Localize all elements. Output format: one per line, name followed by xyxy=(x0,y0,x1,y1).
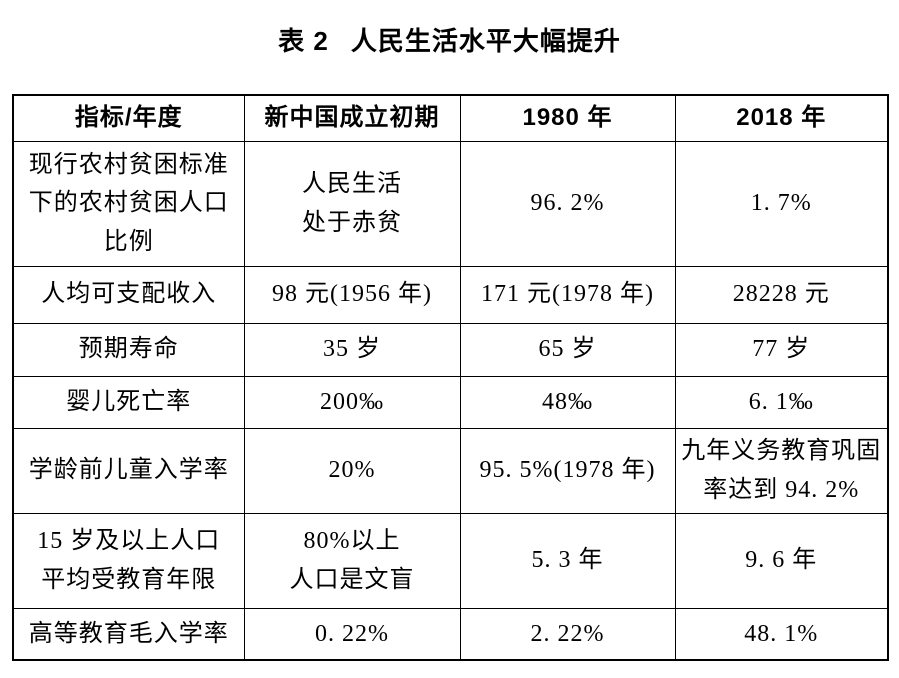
table-header-row: 指标/年度 新中国成立初期 1980 年 2018 年 xyxy=(12,94,889,142)
table-cell: 人均可支配收入 xyxy=(12,265,245,324)
table-cell: 学龄前儿童入学率 xyxy=(12,427,245,514)
header-cell-1980: 1980 年 xyxy=(459,94,676,142)
table-cell: 98 元(1956 年) xyxy=(243,265,461,324)
header-cell-2018: 2018 年 xyxy=(674,94,889,142)
table-row: 人均可支配收入 98 元(1956 年) 171 元(1978 年) 28228… xyxy=(12,265,889,324)
table-cell: 婴儿死亡率 xyxy=(12,375,245,429)
table-cell: 九年义务教育巩固 率达到 94. 2% xyxy=(674,427,889,514)
table-cell: 77 岁 xyxy=(674,322,889,377)
table-row: 预期寿命 35 岁 65 岁 77 岁 xyxy=(12,322,889,377)
table-row: 婴儿死亡率 200‰ 48‰ 6. 1‰ xyxy=(12,375,889,429)
table-row: 15 岁及以上人口 平均受教育年限 80%以上 人口是文盲 5. 3 年 9. … xyxy=(12,512,889,609)
table-cell: 28228 元 xyxy=(674,265,889,324)
header-cell-indicator: 指标/年度 xyxy=(12,94,245,142)
table-cell: 6. 1‰ xyxy=(674,375,889,429)
table-body: 现行农村贫困标准 下的农村贫困人口 比例 人民生活 处于赤贫 96. 2% 1.… xyxy=(12,140,889,661)
table-cell: 80%以上 人口是文盲 xyxy=(243,512,461,609)
table-title: 表 2 人民生活水平大幅提升 xyxy=(0,26,899,56)
table-cell: 171 元(1978 年) xyxy=(459,265,676,324)
table-cell: 15 岁及以上人口 平均受教育年限 xyxy=(12,512,245,609)
table-cell: 48‰ xyxy=(459,375,676,429)
table-cell: 0. 22% xyxy=(243,607,461,661)
table-cell: 95. 5%(1978 年) xyxy=(459,427,676,514)
table-cell: 5. 3 年 xyxy=(459,512,676,609)
table-cell: 高等教育毛入学率 xyxy=(12,607,245,661)
table-row: 现行农村贫困标准 下的农村贫困人口 比例 人民生活 处于赤贫 96. 2% 1.… xyxy=(12,140,889,267)
table-cell: 人民生活 处于赤贫 xyxy=(243,140,461,267)
header-cell-early-prc: 新中国成立初期 xyxy=(243,94,461,142)
table-cell: 20% xyxy=(243,427,461,514)
table-cell: 9. 6 年 xyxy=(674,512,889,609)
table-cell: 48. 1% xyxy=(674,607,889,661)
table-cell: 65 岁 xyxy=(459,322,676,377)
table-cell: 2. 22% xyxy=(459,607,676,661)
table-number: 表 2 xyxy=(278,26,329,56)
table-cell: 35 岁 xyxy=(243,322,461,377)
table-cell: 200‰ xyxy=(243,375,461,429)
table-title-text: 人民生活水平大幅提升 xyxy=(350,26,621,56)
living-standards-table: 指标/年度 新中国成立初期 1980 年 2018 年 现行农村贫困标准 下的农… xyxy=(12,94,889,661)
table-cell: 现行农村贫困标准 下的农村贫困人口 比例 xyxy=(12,140,245,267)
table-cell: 96. 2% xyxy=(459,140,676,267)
table-cell: 预期寿命 xyxy=(12,322,245,377)
table-header: 指标/年度 新中国成立初期 1980 年 2018 年 xyxy=(12,94,889,142)
table-row: 高等教育毛入学率 0. 22% 2. 22% 48. 1% xyxy=(12,607,889,661)
table-cell: 1. 7% xyxy=(674,140,889,267)
table-row: 学龄前儿童入学率 20% 95. 5%(1978 年) 九年义务教育巩固 率达到… xyxy=(12,427,889,514)
